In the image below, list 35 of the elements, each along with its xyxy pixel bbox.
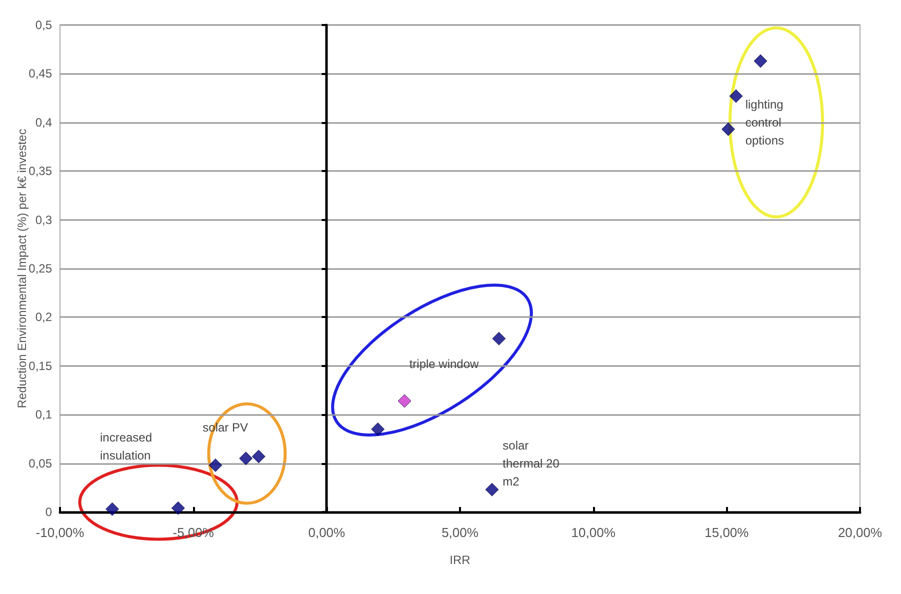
point [252, 450, 266, 464]
point [492, 332, 506, 346]
y-tick-label: 0,25 [28, 262, 52, 276]
y-tick-label: 0,35 [28, 164, 52, 178]
y-tick-label: 0,3 [35, 212, 52, 227]
point [485, 482, 499, 496]
x-tick-label: 5,00% [442, 525, 479, 540]
y-tick-label: 0 [45, 505, 52, 519]
x-axis-title: IRR [450, 553, 471, 567]
point [754, 54, 768, 68]
point [722, 122, 736, 136]
y-axis-title: Reduction Environmental Impact (%) per k€ investec [15, 128, 29, 408]
annotation: increased insulation [100, 430, 152, 463]
point [729, 89, 743, 103]
point [171, 501, 185, 515]
y-tick-label: 0,1 [35, 408, 52, 422]
x-tick-label: 20,00% [838, 525, 882, 540]
y-tick-label: 0,4 [35, 115, 52, 130]
point [398, 394, 412, 408]
point [371, 422, 385, 436]
y-tick-label: 0,15 [28, 358, 52, 373]
y-tick-label: 0,05 [28, 456, 52, 470]
annotation: triple window [409, 356, 480, 371]
annotation: solar thermal 20 m2 [502, 438, 560, 488]
x-tick-label: 15,00% [704, 525, 750, 540]
x-tick-label: -10,00% [36, 525, 85, 540]
y-tick-label: 0,5 [35, 18, 52, 32]
x-tick-label: 10,00% [571, 525, 616, 540]
x-tick-label: 0,00% [308, 525, 346, 540]
annotation: lighting control options [745, 97, 784, 148]
point [208, 458, 222, 472]
point [106, 502, 120, 516]
y-tick-label: 0,45 [28, 66, 52, 81]
y-tick-label: 0,2 [35, 310, 52, 324]
point [239, 452, 253, 466]
